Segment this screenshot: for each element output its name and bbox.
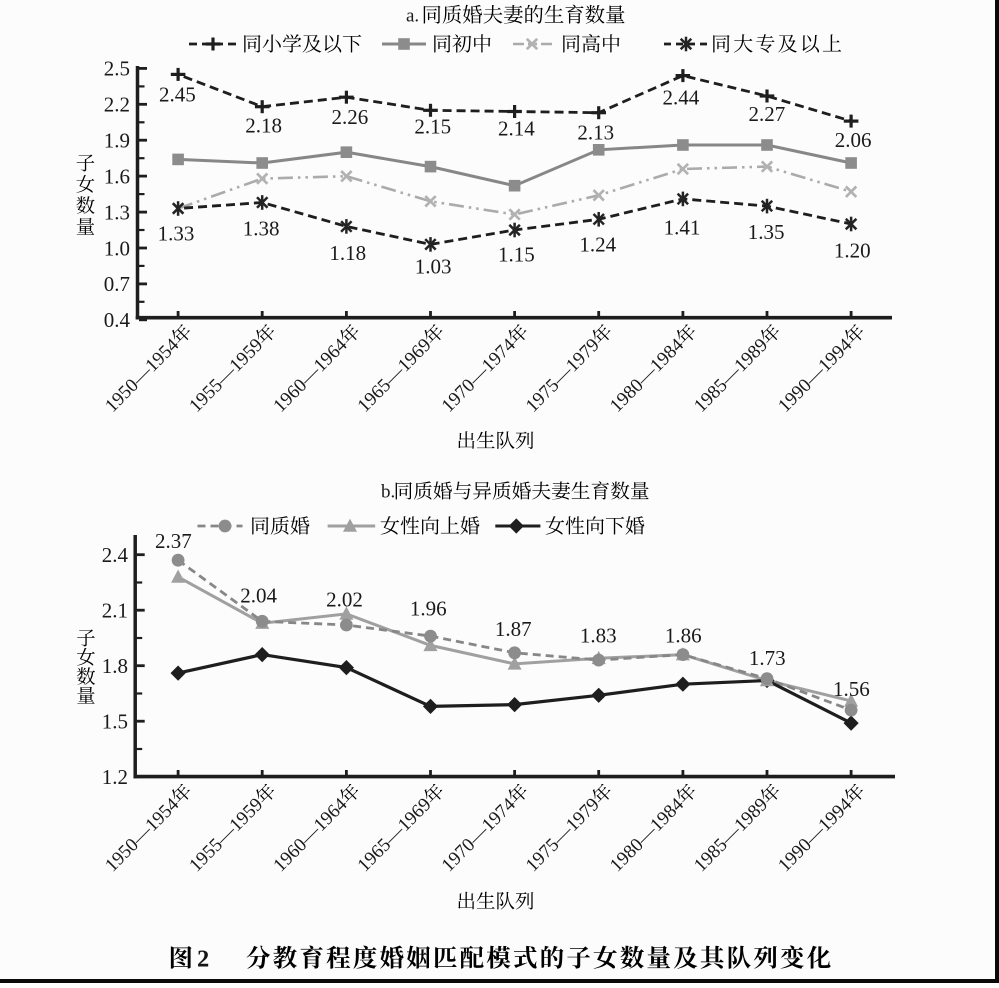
svg-text:1.83: 1.83 — [580, 624, 617, 648]
svg-text:2.26: 2.26 — [332, 105, 369, 129]
svg-text:1.2: 1.2 — [102, 765, 128, 789]
svg-text:1.73: 1.73 — [749, 646, 786, 670]
svg-text:0.4: 0.4 — [104, 308, 131, 332]
svg-text:1.8: 1.8 — [102, 654, 128, 678]
svg-text:1.86: 1.86 — [665, 624, 702, 648]
svg-text:2.37: 2.37 — [155, 529, 192, 553]
svg-text:2.1: 2.1 — [102, 599, 128, 623]
svg-text:1.6: 1.6 — [104, 164, 130, 188]
svg-text:2.18: 2.18 — [245, 114, 282, 138]
svg-text:b.: b. — [381, 482, 395, 503]
svg-text:1.03: 1.03 — [415, 254, 452, 278]
svg-text:1.33: 1.33 — [158, 222, 195, 246]
svg-text:2.45: 2.45 — [159, 82, 196, 106]
svg-text:2.5: 2.5 — [104, 57, 130, 81]
svg-text:1.24: 1.24 — [579, 233, 616, 257]
svg-text:1.35: 1.35 — [748, 220, 785, 244]
svg-text:1.56: 1.56 — [833, 677, 870, 701]
svg-text:1.5: 1.5 — [102, 710, 128, 734]
svg-text:1.38: 1.38 — [243, 217, 280, 241]
svg-text:2.04: 2.04 — [240, 584, 277, 608]
svg-text:2.14: 2.14 — [498, 116, 535, 140]
svg-text:2.13: 2.13 — [577, 121, 614, 145]
svg-text:1.9: 1.9 — [104, 129, 130, 153]
svg-text:2.44: 2.44 — [663, 85, 700, 109]
svg-text:1.0: 1.0 — [104, 236, 130, 260]
svg-text:1.3: 1.3 — [104, 200, 130, 224]
svg-text:1.20: 1.20 — [834, 238, 871, 262]
svg-text:1.15: 1.15 — [498, 243, 535, 267]
svg-text:2.2: 2.2 — [104, 93, 130, 117]
svg-text:0.7: 0.7 — [104, 272, 130, 296]
svg-text:1.96: 1.96 — [410, 596, 447, 620]
svg-text:2.27: 2.27 — [749, 102, 786, 126]
svg-text:1.41: 1.41 — [664, 216, 701, 240]
svg-text:a.: a. — [406, 6, 419, 27]
svg-text:1.18: 1.18 — [329, 241, 366, 265]
svg-text:2.4: 2.4 — [102, 543, 129, 567]
svg-text:1.87: 1.87 — [495, 617, 532, 641]
svg-text:2.15: 2.15 — [414, 114, 451, 138]
svg-text:2: 2 — [197, 946, 209, 973]
svg-text:2.06: 2.06 — [835, 128, 872, 152]
svg-text:2.02: 2.02 — [326, 588, 363, 612]
